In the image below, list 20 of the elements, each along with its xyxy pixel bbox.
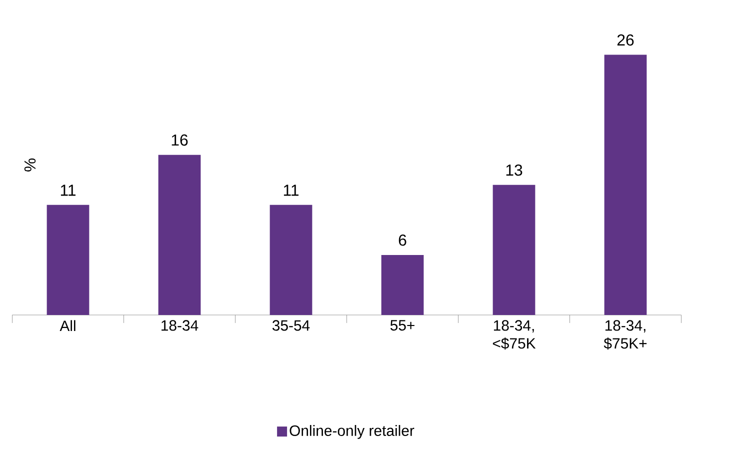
bar (604, 54, 647, 315)
x-tick-label: 18-34, <$75K (492, 320, 536, 350)
bar (46, 204, 90, 315)
data-label: 16 (172, 134, 188, 146)
data-label: 6 (398, 234, 406, 246)
x-tick-label: 18-34, $75K+ (604, 320, 647, 350)
bar (381, 254, 424, 315)
bar (158, 154, 201, 315)
bar (492, 184, 536, 315)
x-tick-label: All (60, 320, 76, 331)
data-label: 26 (617, 34, 634, 46)
data-label: 13 (506, 164, 522, 176)
x-tick-label: 55+ (390, 320, 414, 331)
data-label: 11 (284, 184, 298, 196)
x-tick-label: 35-54 (272, 320, 310, 331)
x-tick-label: 18-34 (162, 320, 198, 331)
data-label: 11 (60, 184, 76, 196)
y-axis-title: % (24, 158, 36, 172)
bar (270, 204, 312, 315)
legend-label: Online-only retailer (290, 425, 414, 439)
